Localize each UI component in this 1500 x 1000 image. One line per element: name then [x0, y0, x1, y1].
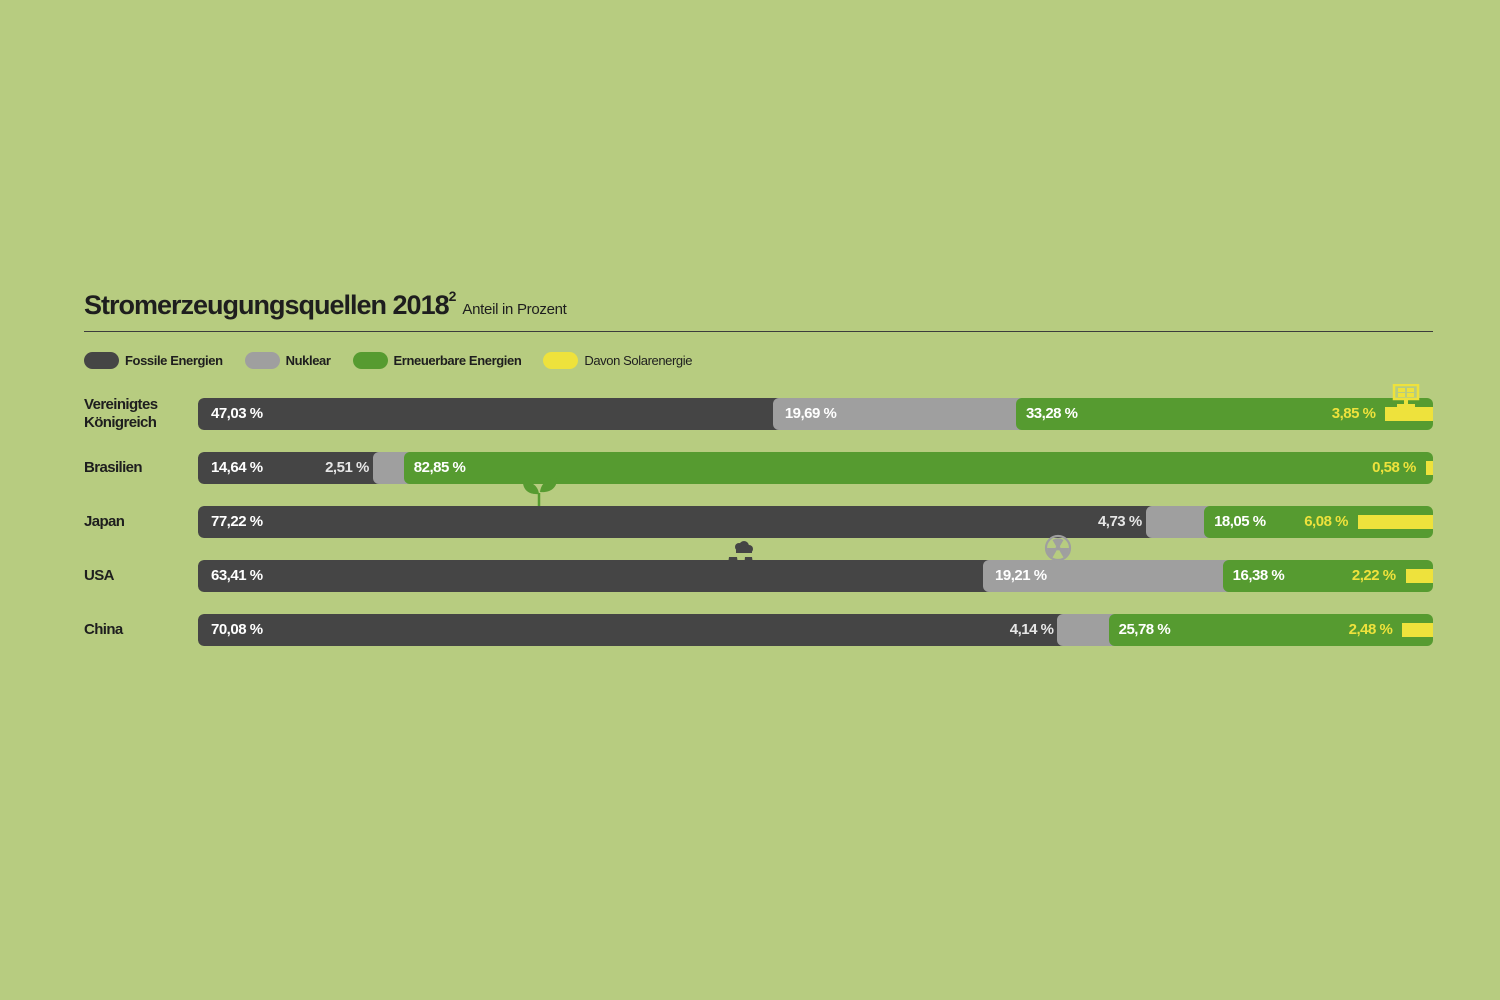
value-label-nuclear: 4,14 %	[1009, 621, 1054, 638]
row-label: Vereinigtes Königreich	[84, 396, 158, 431]
radiation-icon	[1044, 534, 1072, 562]
value-label-nuclear: 2,51 %	[325, 459, 369, 476]
value-label-solar: 2,22 %	[1351, 567, 1396, 584]
bar-row: Brasilien 14,64 % 2,51 % 82,85 % 0,58 %	[84, 452, 1433, 506]
value-label-renewable: 33,28 %	[1025, 405, 1078, 422]
bar-segment-solar	[1425, 461, 1433, 475]
bar-segment-renewable: 33,28 % 3,85 %	[1015, 398, 1433, 430]
leaf-icon-wrap	[522, 477, 558, 512]
bar-row: USA 63,41 % 19,21 % 16,38 % 2,22 %	[84, 534, 1433, 592]
stacked-bar: 63,41 % 19,21 % 16,38 % 2,22 %	[198, 560, 1433, 592]
bar-segment-fossil: 70,08 % 4,14 %	[198, 614, 1064, 646]
legend-item-nuclear: Nuklear	[244, 351, 331, 369]
title-row: Stromerzeugungsquellen 20182 Anteil in P…	[84, 288, 1433, 321]
value-label-solar: 6,08 %	[1304, 513, 1348, 530]
bar-segment-renewable: 18,05 % 6,08 %	[1204, 506, 1433, 538]
bar-row: China 70,08 % 4,14 % 25,78 % 2,48 %	[84, 614, 1433, 646]
bar-segment-nuclear	[1057, 614, 1115, 646]
bar-segment-nuclear: 19,21 %	[983, 560, 1229, 592]
value-label-nuclear: 19,21 %	[995, 567, 1047, 584]
value-label-nuclear: 19,69 %	[784, 405, 837, 422]
chart-subtitle: Anteil in Prozent	[462, 301, 567, 318]
bar-segment-solar	[1357, 515, 1433, 529]
bar-segment-nuclear	[372, 452, 410, 484]
bar-row: Japan 77,22 % 4,73 % 18,05 % 6,08 %	[84, 506, 1433, 578]
radiation-icon-wrap	[1044, 534, 1072, 567]
bar-segment-solar	[1405, 569, 1433, 583]
bar-segment-solar	[1385, 407, 1433, 421]
value-label-solar: 2,48 %	[1348, 621, 1393, 638]
legend-swatch-solar	[543, 351, 579, 369]
value-label-solar: 0,58 %	[1372, 459, 1416, 476]
chart: Stromerzeugungsquellen 20182 Anteil in P…	[84, 288, 1433, 646]
leaf-icon	[522, 478, 557, 506]
bar-segment-fossil: 47,03 %	[198, 398, 779, 430]
value-label-fossil: 47,03 %	[211, 405, 263, 422]
legend-swatch-nuclear	[244, 351, 280, 369]
solar-panel-icon	[1392, 383, 1420, 407]
legend-item-solar: Davon Solarenergie	[543, 351, 693, 369]
title-footnote: 2	[448, 288, 457, 304]
value-label-renewable: 25,78 %	[1118, 621, 1171, 638]
bar-segment-fossil: 77,22 % 4,73 %	[198, 506, 1152, 538]
legend-label-nuclear: Nuklear	[285, 352, 331, 368]
value-label-fossil: 14,64 %	[211, 459, 263, 476]
bar-segment-solar	[1402, 623, 1433, 637]
value-label-renewable: 82,85 %	[413, 459, 466, 476]
stacked-bar: 14,64 % 2,51 % 82,85 % 0,58 %	[198, 452, 1433, 484]
row-label: Brasilien	[84, 459, 143, 476]
legend: Fossile Energien Nuklear Erneuerbare Ene…	[84, 350, 1433, 370]
solar-panel-icon-wrap	[1391, 383, 1421, 413]
row-label: Japan	[84, 513, 125, 530]
value-label-renewable: 16,38 %	[1232, 567, 1285, 584]
legend-swatch-renewable	[352, 351, 388, 369]
value-label-fossil: 63,41 %	[211, 567, 263, 584]
bar-row: Vereinigtes Königreich 47,03 % 19,69 % 33,2…	[84, 383, 1433, 431]
bar-segment-fossil: 14,64 % 2,51 %	[198, 452, 379, 484]
value-label-fossil: 70,08 %	[211, 621, 263, 638]
row-label: China	[84, 621, 123, 638]
legend-label-solar: Davon Solarenergie	[584, 352, 693, 368]
legend-swatch-fossil	[84, 351, 119, 369]
value-label-renewable: 18,05 %	[1214, 513, 1266, 530]
bar-segment-nuclear	[1145, 506, 1211, 538]
legend-item-fossil: Fossile Energien	[84, 351, 223, 369]
bar-segment-fossil: 63,41 %	[198, 560, 990, 592]
bar-segment-renewable: 25,78 % 2,48 %	[1108, 614, 1433, 646]
row-label: USA	[84, 567, 114, 584]
bar-segment-nuclear: 19,69 %	[772, 398, 1022, 430]
title-divider	[84, 331, 1433, 332]
legend-label-fossil: Fossile Energien	[125, 352, 223, 368]
chart-title: Stromerzeugungsquellen 20182	[84, 288, 457, 320]
stacked-bar: 70,08 % 4,14 % 25,78 % 2,48 %	[198, 614, 1433, 646]
value-label-solar: 3,85 %	[1331, 405, 1376, 422]
value-label-nuclear: 4,73 %	[1097, 513, 1142, 530]
stacked-bar: 77,22 % 4,73 % 18,05 % 6,08 %	[198, 506, 1433, 538]
bar-segment-renewable: 16,38 % 2,22 %	[1222, 560, 1433, 592]
legend-item-renewable: Erneuerbare Energien	[352, 351, 522, 369]
legend-label-renewable: Erneuerbare Energien	[393, 352, 522, 368]
bar-segment-renewable: 82,85 % 0,58 %	[403, 452, 1433, 484]
stacked-bar: 47,03 % 19,69 % 33,28 % 3,85 %	[198, 398, 1433, 430]
value-label-fossil: 77,22 %	[211, 513, 263, 530]
